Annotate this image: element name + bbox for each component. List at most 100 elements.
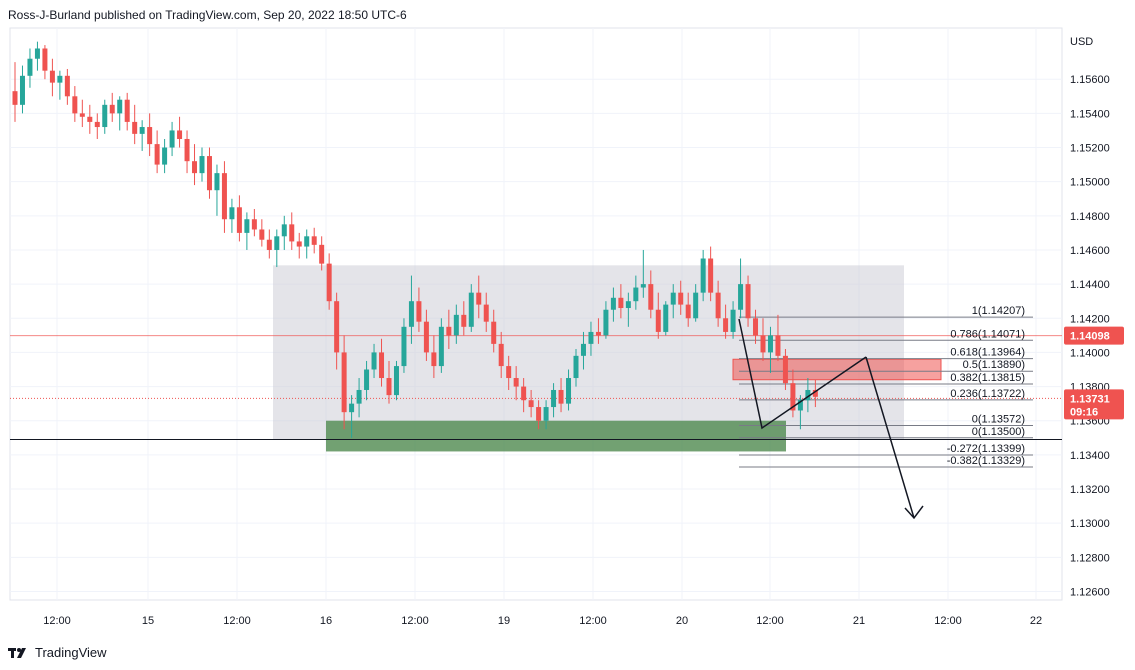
- candle-body: [483, 304, 489, 322]
- candle-body: [206, 156, 212, 191]
- candle: [775, 314, 781, 361]
- candle: [536, 400, 542, 430]
- candle: [738, 258, 744, 319]
- candle-body: [169, 130, 175, 148]
- price-tick-label: 1.12800: [1070, 552, 1110, 564]
- price-tick-label: 1.15200: [1070, 143, 1110, 155]
- time-tick-label: 12:00: [43, 615, 71, 627]
- candle: [259, 219, 265, 247]
- candle-body: [147, 127, 153, 145]
- candle-body: [214, 173, 220, 191]
- candle-body: [139, 127, 145, 134]
- candle-body: [618, 297, 624, 309]
- candle-body: [446, 326, 452, 336]
- candle: [506, 355, 512, 390]
- candle-body: [730, 309, 736, 332]
- candle: [416, 287, 422, 332]
- candle-body: [364, 369, 370, 390]
- candle-body: [251, 219, 257, 230]
- support-zone: [326, 420, 786, 452]
- candle-body: [199, 156, 205, 174]
- candle: [528, 389, 534, 418]
- candle-body: [708, 258, 714, 293]
- price-tick-label: 1.14800: [1070, 211, 1110, 223]
- candle-body: [461, 314, 467, 327]
- candle: [386, 360, 392, 404]
- candle: [244, 212, 250, 250]
- price-tick-label: 1.15400: [1070, 108, 1110, 120]
- price-tick-label: 1.15600: [1070, 74, 1110, 86]
- candle-body: [57, 75, 63, 83]
- candle: [147, 113, 153, 157]
- candle: [169, 121, 175, 157]
- candle-body: [543, 407, 549, 421]
- candle: [319, 236, 325, 271]
- candle-body: [221, 173, 227, 220]
- candle-body: [408, 301, 414, 327]
- candle: [595, 318, 601, 344]
- candle: [685, 292, 691, 327]
- candle-body: [102, 104, 108, 128]
- candle-body: [356, 389, 362, 404]
- candle-body: [790, 383, 796, 411]
- candle-body: [588, 331, 594, 344]
- candle: [206, 147, 212, 199]
- candle-body: [745, 284, 751, 319]
- candle-body: [162, 147, 168, 165]
- time-tick-label: 16: [320, 615, 332, 627]
- candle-body: [775, 335, 781, 356]
- candle: [79, 99, 85, 128]
- candle-body: [573, 355, 579, 379]
- candle-body: [700, 258, 706, 293]
- candle: [693, 284, 699, 322]
- candle-body: [782, 355, 788, 384]
- candle: [109, 92, 115, 122]
- candle: [483, 292, 489, 332]
- candle: [715, 280, 721, 327]
- candle-body: [528, 400, 534, 408]
- candle-body: [655, 309, 661, 332]
- candle-body: [648, 284, 654, 310]
- candle-body: [678, 292, 684, 305]
- candle: [87, 104, 93, 134]
- time-tick-label: 12:00: [934, 615, 962, 627]
- candle: [304, 229, 310, 259]
- fib-level-label: -0.272(1.13399): [947, 443, 1025, 455]
- last-price-text: 1.13731: [1070, 393, 1110, 405]
- candle: [177, 116, 183, 148]
- price-chart[interactable]: 1(1.14207)0.786(1.14071)0.618(1.13964)0.…: [0, 0, 1135, 640]
- candle: [745, 275, 751, 327]
- candle-body: [281, 224, 287, 237]
- candle: [124, 92, 130, 131]
- candle-body: [670, 292, 676, 305]
- time-tick-label: 12:00: [756, 615, 784, 627]
- candle-body: [12, 91, 18, 105]
- candle: [401, 318, 407, 373]
- candle: [27, 48, 33, 88]
- currency-label: USD: [1070, 36, 1093, 48]
- candle: [102, 99, 108, 134]
- fib-level-label: 0.236(1.13722): [950, 388, 1025, 400]
- fib-level-label: -0.382(1.13329): [947, 455, 1025, 467]
- candle-body: [595, 331, 601, 336]
- candle-body: [34, 48, 40, 59]
- time-tick-label: 12:00: [579, 615, 607, 627]
- candle: [379, 338, 385, 387]
- candle: [640, 249, 646, 298]
- candle-body: [551, 389, 557, 408]
- candle-body: [132, 121, 138, 134]
- candle: [790, 369, 796, 418]
- candle: [730, 301, 736, 339]
- candle: [214, 164, 220, 216]
- candle-body: [274, 236, 280, 250]
- candle-body: [640, 284, 646, 288]
- candle-body: [603, 309, 609, 336]
- candle: [117, 96, 123, 131]
- price-tick-label: 1.15000: [1070, 177, 1110, 189]
- candle: [364, 360, 370, 401]
- candle: [393, 360, 399, 401]
- candle-body: [797, 400, 803, 411]
- candle-body: [124, 99, 130, 122]
- tradingview-footer[interactable]: TradingView: [8, 645, 107, 660]
- candle: [760, 318, 766, 361]
